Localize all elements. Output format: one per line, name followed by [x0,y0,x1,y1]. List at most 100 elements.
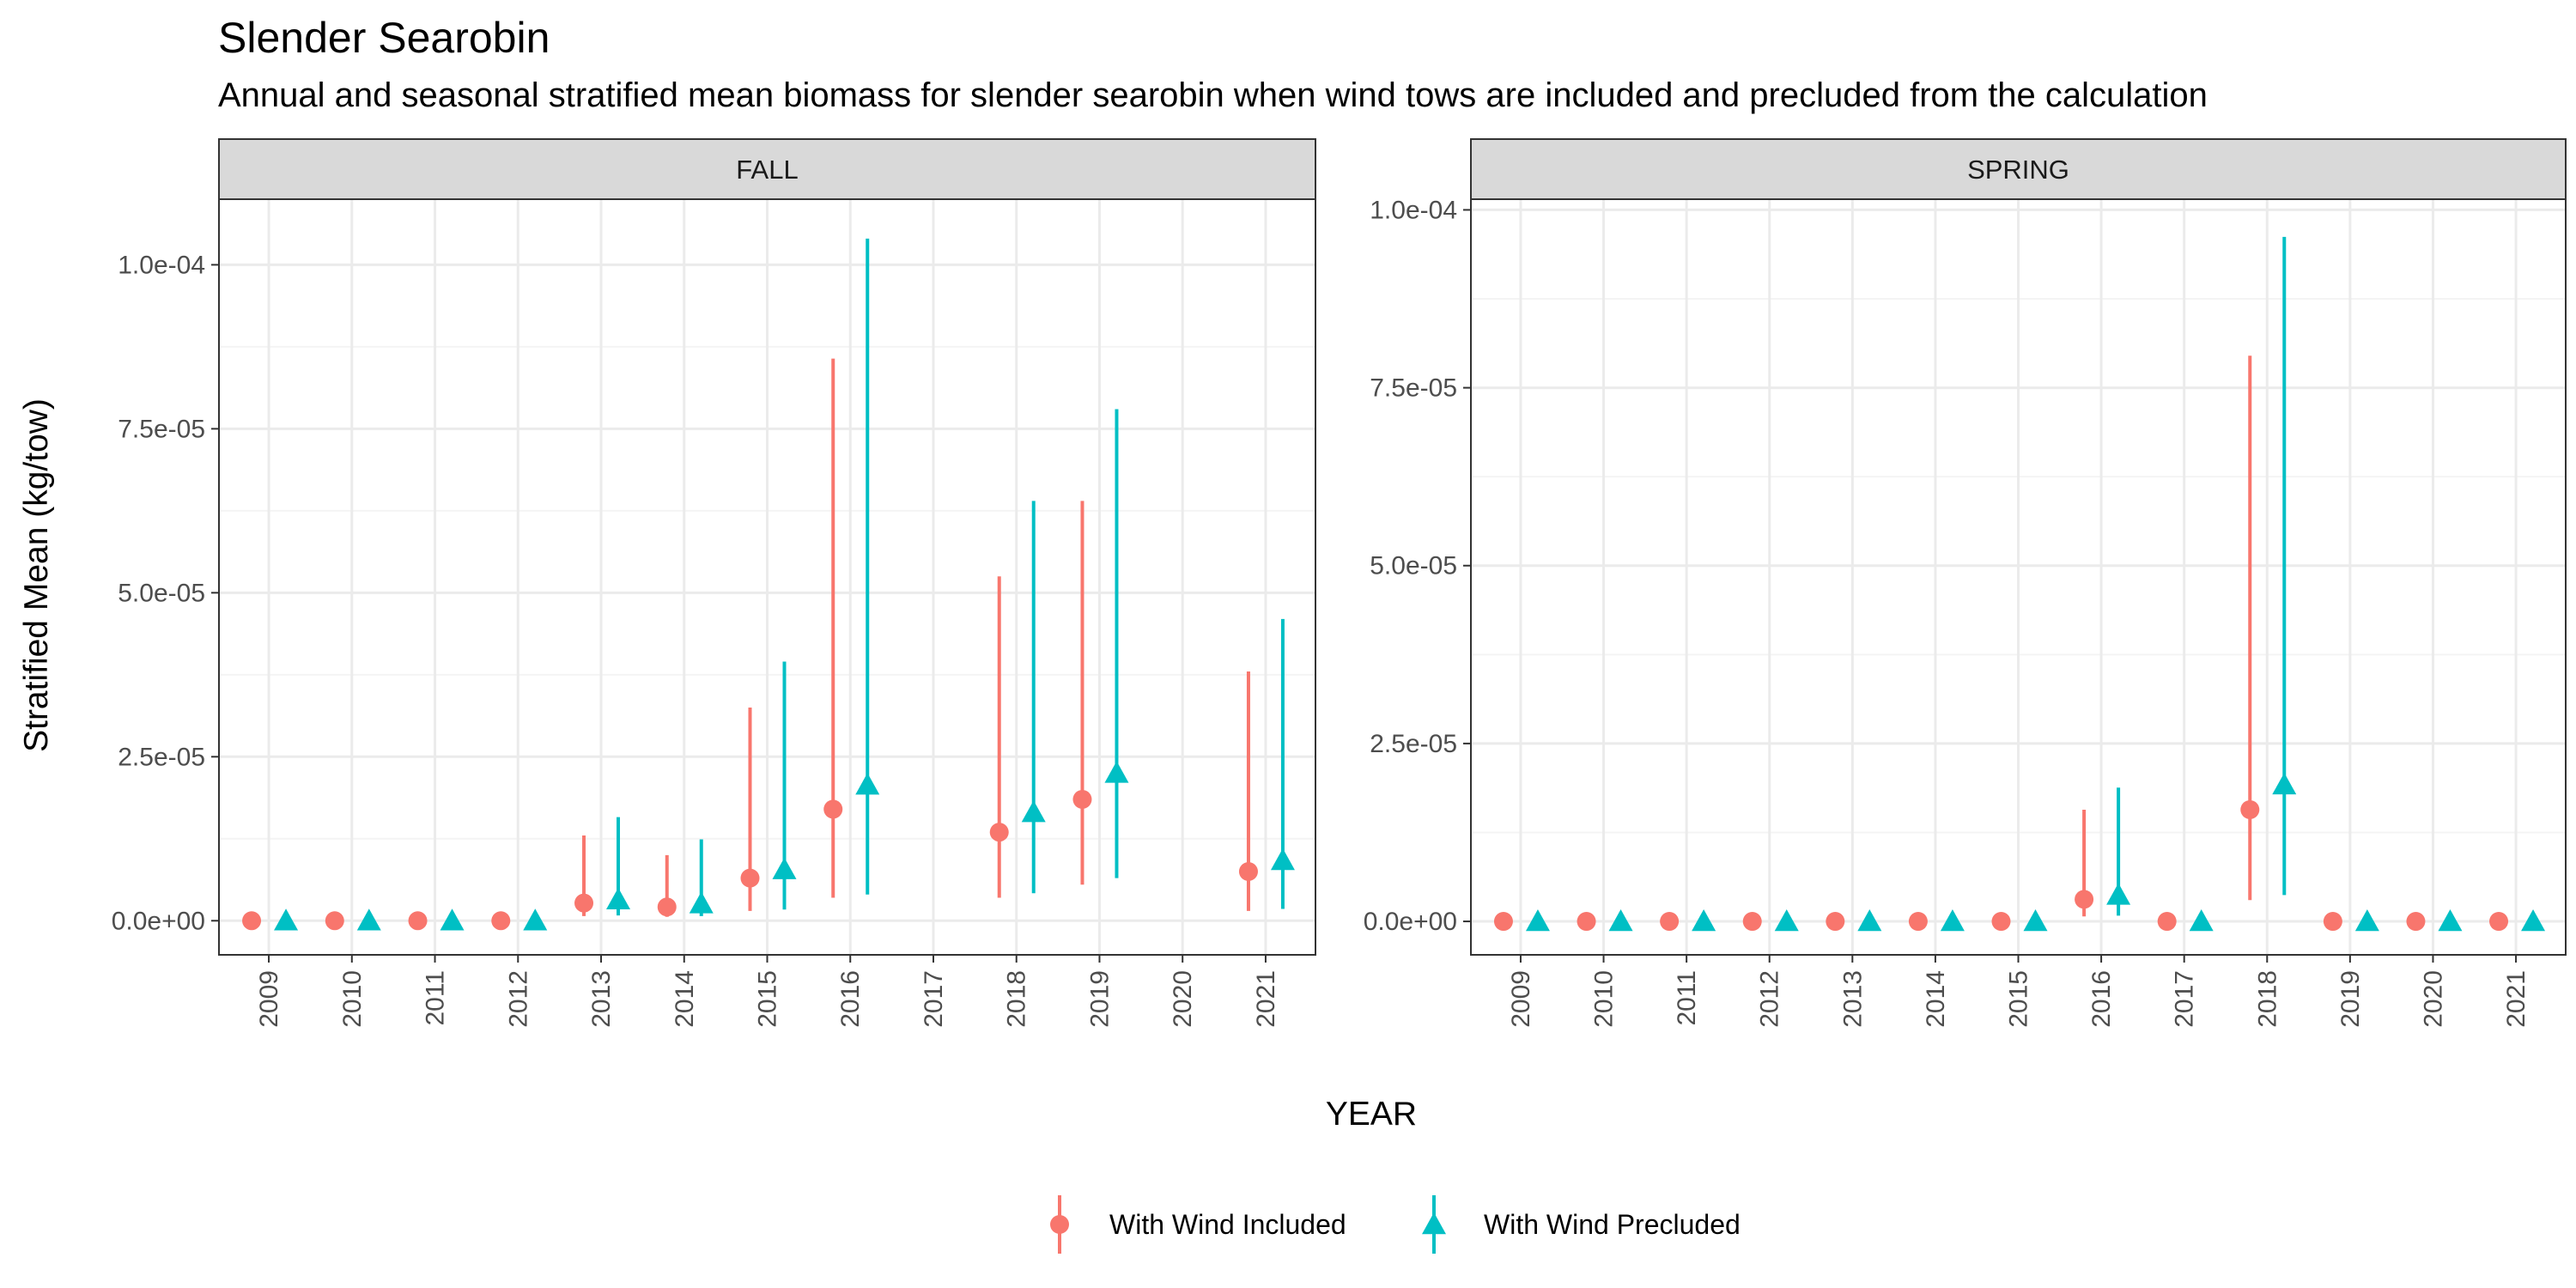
facet-spring: SPRING 0.0e+00 2.5e-05 5.0e-05 7.5e-05 1.0e-0… [1364,138,2567,1028]
data-point [2438,909,2463,932]
y-tick-label: 7.5e-05 [1370,374,1457,403]
y-tick-label: 1.0e-04 [1370,196,1457,224]
data-point [989,823,1009,842]
data-point [1493,912,1513,932]
data-point [2323,912,2342,932]
legend-item-included: With Wind Included [1050,1195,1346,1254]
series-included [242,358,1258,931]
facet-fall: FALL 0.0e+00 2.5e-05 5.0e-05 7.5e-05 1.0e-04 2… [112,138,1316,1028]
data-point [440,908,465,931]
data-point [1660,912,1680,932]
data-point [2106,883,2131,905]
x-tick-label: 2021 [1252,970,1280,1028]
chart-subtitle: Annual and seasonal stratified mean biom… [218,76,2208,114]
y-tick-label: 0.0e+00 [112,907,205,935]
x-tick-label: 2012 [504,970,532,1028]
x-tick-label: 2017 [2171,970,2199,1028]
data-point [242,911,262,931]
x-tick-label: 2009 [255,970,283,1028]
data-point [689,891,714,914]
x-tick-label: 2020 [1169,970,1197,1028]
x-tick-label: 2017 [920,970,948,1028]
data-point [855,773,880,795]
x-tick-label: 2014 [1922,970,1950,1028]
data-point [1021,800,1046,823]
data-point [1072,789,1092,809]
data-point [1608,909,1633,932]
data-point [2489,912,2509,932]
panel-border [218,198,1316,956]
legend-key-circle [1050,1215,1069,1234]
panel-border [1470,198,2567,956]
x-tick-label: 2021 [2502,970,2530,1028]
y-tick-label: 1.0e-04 [118,251,205,279]
data-point [1692,909,1716,932]
x-tick-label: 2019 [2336,970,2365,1028]
data-point [2157,912,2177,932]
x-tick-label: 2011 [1673,970,1701,1026]
x-tick-label: 2010 [338,970,367,1028]
facet-strip-label: SPRING [1967,155,2069,185]
x-axis-title: YEAR [1326,1096,1417,1133]
legend: With Wind Included With Wind Precluded [1050,1195,1741,1254]
x-tick-label: 2018 [1003,970,1031,1028]
chart-title: Slender Searobin [218,14,550,62]
y-tick-label: 7.5e-05 [118,415,205,443]
data-point [2075,890,2094,909]
x-tick-label: 2013 [1838,970,1867,1028]
x-tick-label: 2009 [1507,970,1535,1028]
data-point [325,911,344,931]
facet-strip-label: FALL [736,155,798,185]
data-point [1742,912,1762,932]
data-point [1857,909,1882,932]
x-tick-label: 2018 [2253,970,2281,1028]
data-point [1991,912,2011,932]
data-point [1525,909,1550,932]
data-point [1577,912,1596,932]
y-tick-label: 0.0e+00 [1364,908,1457,936]
data-point [1270,848,1295,871]
data-point [523,908,548,931]
x-tick-label: 2016 [836,970,865,1028]
x-tick-label: 2013 [587,970,616,1028]
data-point [740,868,760,888]
x-tick-label: 2019 [1085,970,1114,1028]
data-point [574,893,594,913]
x-tick-label: 2015 [754,970,782,1028]
x-tick-label: 2011 [422,970,450,1026]
data-point [408,911,428,931]
y-tick-label: 2.5e-05 [118,743,205,771]
data-point [491,911,511,931]
legend-label: With Wind Included [1109,1209,1346,1240]
data-point [2272,772,2297,795]
x-tick-label: 2015 [2005,970,2033,1028]
data-point [606,887,631,910]
data-point [274,908,299,931]
y-tick-label: 5.0e-05 [1370,552,1457,580]
data-point [1104,761,1129,783]
data-point [2521,909,2546,932]
data-point [2406,912,2426,932]
x-tick-label: 2020 [2419,970,2447,1028]
legend-key-triangle [1422,1212,1446,1235]
data-point [772,857,797,879]
x-tick-label: 2014 [671,970,699,1028]
data-point [1238,861,1258,881]
data-point [2240,799,2260,819]
x-tick-label: 2012 [1756,970,1784,1028]
x-tick-label: 2010 [1590,970,1619,1028]
series-precluded [274,238,1295,931]
series-precluded [1525,236,2546,932]
data-point [1908,912,1928,932]
data-point [2023,909,2048,932]
data-point [657,897,677,917]
y-tick-label: 2.5e-05 [1370,730,1457,758]
data-point [1774,909,1799,932]
x-tick-label: 2016 [2087,970,2116,1028]
legend-item-precluded: With Wind Precluded [1422,1195,1741,1254]
facet-panels: FALL 0.0e+00 2.5e-05 5.0e-05 7.5e-05 1.0e-04 2… [112,138,2567,1028]
series-included [1493,355,2509,932]
y-tick-label: 5.0e-05 [118,579,205,607]
data-point [356,908,381,931]
